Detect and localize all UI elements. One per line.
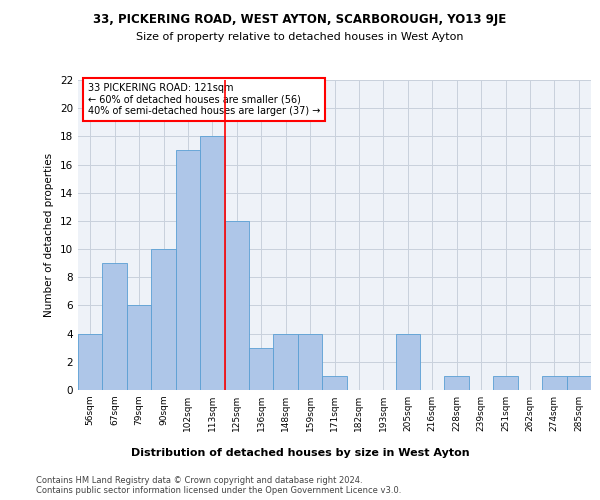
Bar — [78, 334, 103, 390]
Y-axis label: Number of detached properties: Number of detached properties — [44, 153, 55, 317]
Bar — [103, 263, 127, 390]
Bar — [566, 376, 591, 390]
Bar — [151, 249, 176, 390]
Bar — [224, 221, 249, 390]
Bar — [274, 334, 298, 390]
Text: Distribution of detached houses by size in West Ayton: Distribution of detached houses by size … — [131, 448, 469, 458]
Bar — [200, 136, 224, 390]
Bar — [542, 376, 566, 390]
Bar — [176, 150, 200, 390]
Text: 33, PICKERING ROAD, WEST AYTON, SCARBOROUGH, YO13 9JE: 33, PICKERING ROAD, WEST AYTON, SCARBORO… — [94, 12, 506, 26]
Bar — [395, 334, 420, 390]
Bar — [249, 348, 274, 390]
Bar — [445, 376, 469, 390]
Text: 33 PICKERING ROAD: 121sqm
← 60% of detached houses are smaller (56)
40% of semi-: 33 PICKERING ROAD: 121sqm ← 60% of detac… — [88, 83, 320, 116]
Bar — [493, 376, 518, 390]
Bar — [322, 376, 347, 390]
Bar — [127, 306, 151, 390]
Bar — [298, 334, 322, 390]
Text: Size of property relative to detached houses in West Ayton: Size of property relative to detached ho… — [136, 32, 464, 42]
Text: Contains HM Land Registry data © Crown copyright and database right 2024.
Contai: Contains HM Land Registry data © Crown c… — [36, 476, 401, 496]
